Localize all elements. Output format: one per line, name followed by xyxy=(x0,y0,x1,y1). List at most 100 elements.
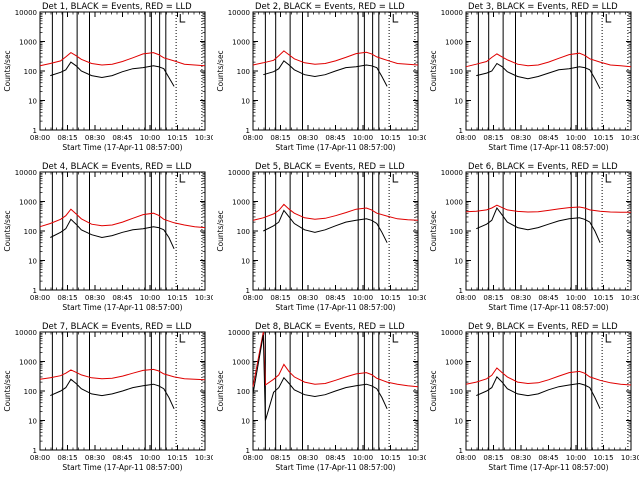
x-tick-label: 10:00 xyxy=(566,454,586,462)
series-events-line xyxy=(476,62,601,90)
x-tick-label: 08:00 xyxy=(30,294,50,302)
x-tick-label: 10:15 xyxy=(593,454,613,462)
x-tick-label: 08:15 xyxy=(57,294,77,302)
y-tick-label: 10000 xyxy=(441,9,463,17)
y-tick-label: 1000 xyxy=(232,39,250,47)
x-tick-label: 10:00 xyxy=(566,294,586,302)
plot-frame xyxy=(465,331,632,451)
x-tick-label: 08:45 xyxy=(538,294,558,302)
x-tick-label: 10:00 xyxy=(353,134,373,142)
bracket-mark xyxy=(179,14,186,23)
x-tick-label: 08:45 xyxy=(112,294,132,302)
series-events-line xyxy=(476,376,601,410)
x-tick-label: 08:30 xyxy=(85,454,105,462)
x-tick-label: 08:30 xyxy=(85,134,105,142)
x-tick-label: 08:00 xyxy=(456,294,476,302)
x-tick-label: 08:45 xyxy=(325,454,345,462)
detector-panel-8: Det 8, BLACK = Events, RED = LLD 1 10 100 10… xyxy=(216,322,426,472)
y-tick-label: 1 xyxy=(33,447,37,455)
bracket-mark xyxy=(179,334,186,343)
x-tick-label: 10:30 xyxy=(621,454,639,462)
detector-panel-2: Det 2, BLACK = Events, RED = LLD 1 10 100 10… xyxy=(216,2,426,152)
x-axis-label: Start Time (17-Apr-11 08:57:00) xyxy=(275,303,395,312)
plot-frame xyxy=(465,171,632,291)
x-tick-label: 10:30 xyxy=(195,134,213,142)
series-events-line xyxy=(476,207,601,243)
y-tick-label: 100 xyxy=(24,388,37,396)
x-tick-label: 10:30 xyxy=(621,134,639,142)
y-tick-label: 10 xyxy=(28,98,37,106)
chart-title: Det 4, BLACK = Events, RED = LLD xyxy=(42,162,192,172)
x-axis-label: Start Time (17-Apr-11 08:57:00) xyxy=(62,143,182,152)
x-tick-label: 10:15 xyxy=(167,294,187,302)
x-tick-label: 08:30 xyxy=(85,294,105,302)
y-tick-label: 10000 xyxy=(15,169,37,177)
x-tick-label: 10:15 xyxy=(167,454,187,462)
x-axis-label: Start Time (17-Apr-11 08:57:00) xyxy=(488,463,608,472)
y-tick-label: 100 xyxy=(24,228,37,236)
y-tick-label: 1 xyxy=(246,127,250,135)
x-tick-label: 10:00 xyxy=(566,134,586,142)
series-lld-line xyxy=(39,208,206,229)
y-tick-label: 10 xyxy=(454,418,463,426)
y-tick-label: 1000 xyxy=(445,199,463,207)
y-tick-label: 1000 xyxy=(232,359,250,367)
x-tick-label: 10:30 xyxy=(408,134,426,142)
detector-panel-4: Det 4, BLACK = Events, RED = LLD 1 10 100 10… xyxy=(3,162,213,312)
y-tick-label: 1000 xyxy=(19,359,37,367)
y-axis-label: Counts/sec xyxy=(3,210,12,251)
x-tick-label: 10:30 xyxy=(408,294,426,302)
y-tick-label: 10000 xyxy=(228,9,250,17)
y-tick-label: 1000 xyxy=(19,199,37,207)
x-tick-label: 08:30 xyxy=(298,454,318,462)
x-tick-label: 10:00 xyxy=(353,454,373,462)
series-events-line xyxy=(50,378,175,410)
y-tick-label: 10000 xyxy=(15,9,37,17)
series-lld-line xyxy=(39,368,206,381)
x-tick-label: 08:30 xyxy=(298,294,318,302)
y-tick-label: 1000 xyxy=(445,39,463,47)
detector-panel-5: Det 5, BLACK = Events, RED = LLD 1 10 100 10… xyxy=(216,162,426,312)
series-lld-line xyxy=(465,204,631,213)
y-tick-label: 100 xyxy=(450,388,463,396)
detector-panel-9: Det 9, BLACK = Events, RED = LLD 1 10 100 10… xyxy=(429,322,639,472)
chart-title: Det 2, BLACK = Events, RED = LLD xyxy=(255,2,405,12)
plot-frame xyxy=(39,11,206,131)
y-tick-label: 1 xyxy=(459,127,463,135)
y-tick-label: 10 xyxy=(28,258,37,266)
x-axis-label: Start Time (17-Apr-11 08:57:00) xyxy=(62,303,182,312)
chart-title: Det 9, BLACK = Events, RED = LLD xyxy=(468,322,618,332)
y-tick-label: 1000 xyxy=(232,199,250,207)
x-tick-label: 08:15 xyxy=(57,454,77,462)
series-lld-line xyxy=(252,50,419,66)
x-tick-label: 08:15 xyxy=(483,294,503,302)
series-events-line xyxy=(50,218,175,250)
y-tick-label: 100 xyxy=(450,228,463,236)
x-tick-label: 10:30 xyxy=(408,454,426,462)
y-tick-label: 10 xyxy=(28,418,37,426)
x-tick-label: 08:00 xyxy=(243,134,263,142)
series-events-line xyxy=(50,61,175,87)
bracket-mark xyxy=(179,174,186,183)
x-tick-label: 10:00 xyxy=(140,134,160,142)
x-tick-label: 10:15 xyxy=(593,294,613,302)
x-tick-label: 08:15 xyxy=(270,454,290,462)
x-axis-label: Start Time (17-Apr-11 08:57:00) xyxy=(488,303,608,312)
x-tick-label: 10:30 xyxy=(195,454,213,462)
x-tick-label: 10:30 xyxy=(621,294,639,302)
y-tick-label: 10000 xyxy=(15,329,37,337)
detector-panel-1: Det 1, BLACK = Events, RED = LLD 1 10 100 10… xyxy=(3,2,213,152)
y-axis-label: Counts/sec xyxy=(216,210,225,251)
y-tick-label: 1 xyxy=(459,287,463,295)
y-tick-label: 1 xyxy=(33,127,37,135)
bracket-mark xyxy=(605,174,612,183)
x-tick-label: 08:00 xyxy=(456,134,476,142)
x-tick-label: 10:30 xyxy=(195,294,213,302)
y-tick-label: 10 xyxy=(241,98,250,106)
x-tick-label: 08:30 xyxy=(511,294,531,302)
x-tick-label: 10:15 xyxy=(593,134,613,142)
y-tick-label: 10 xyxy=(241,258,250,266)
x-tick-label: 08:00 xyxy=(30,134,50,142)
chart-title: Det 1, BLACK = Events, RED = LLD xyxy=(42,2,192,12)
x-tick-label: 08:15 xyxy=(57,134,77,142)
